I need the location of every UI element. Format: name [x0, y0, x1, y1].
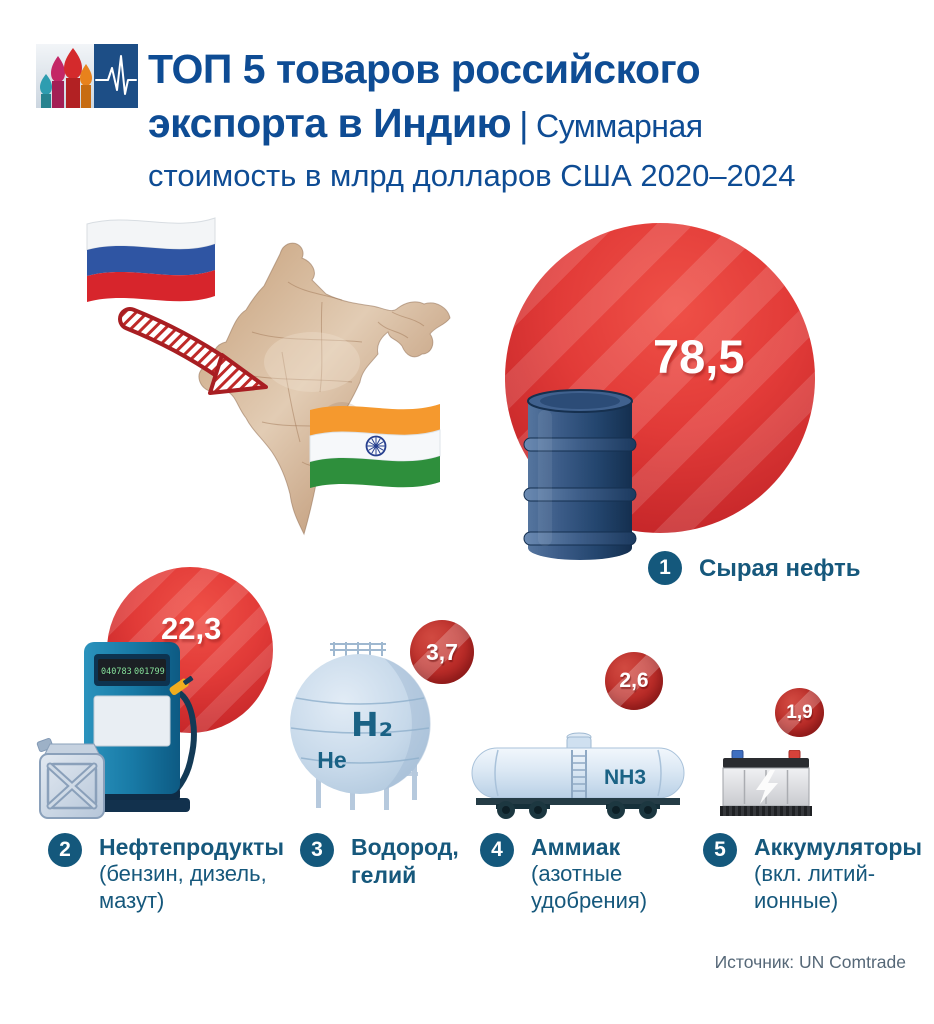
item-name-crude-oil: Сырая нефть — [699, 555, 861, 582]
india-flag-icon — [308, 398, 442, 498]
source-note: Источник: UN Comtrade — [714, 952, 906, 972]
fuel-pump-icon: 040783 001799 — [70, 640, 200, 817]
value-ammonia: 2,6 — [619, 669, 649, 692]
value-hydrogen: 3,7 — [426, 638, 458, 665]
item-label-crude-oil: 1 Сырая нефть — [648, 551, 861, 585]
rank-badge-3: 3 — [300, 833, 334, 867]
page-title-line1: ТОП 5 товаров российского — [148, 46, 701, 92]
russia-flag-icon — [85, 216, 217, 308]
page-subtitle-part2: стоимость в млрд долларов США 2020–2024 — [148, 158, 796, 193]
item-name-hydrogen-2: гелий — [351, 862, 417, 889]
battery-icon — [720, 749, 812, 818]
rank-badge-2: 2 — [48, 833, 82, 867]
item-sub-petroleum-2: мазут) — [99, 887, 165, 913]
value-badge-batteries: 1,9 — [775, 688, 824, 737]
item-name-batteries: Аккумуляторы — [754, 834, 923, 860]
pump-nozzle-icon — [169, 675, 194, 696]
item-sub-petroleum-1: (бензин, дизель, — [99, 861, 267, 887]
page-title-line2-bold: экспорта в Индию — [148, 100, 512, 146]
export-arrow-icon — [118, 305, 276, 405]
item-label-hydrogen: 3 Водород, гелий — [300, 833, 500, 889]
item-sub-batteries-2: ионные) — [754, 887, 839, 913]
item-sub-batteries-1: (вкл. литий- — [754, 861, 876, 887]
battery-terminal-positive — [788, 749, 801, 760]
jerrycan-icon — [36, 734, 108, 822]
item-sub-ammonia-2: удобрения) — [531, 887, 648, 913]
item-label-petroleum: 2 Нефтепродукты (бензин, дизель, мазут) — [48, 833, 288, 915]
oil-barrel-icon — [522, 386, 638, 568]
tanker-label-nh3: NH3 — [604, 766, 646, 789]
pulse-line-icon — [94, 44, 138, 108]
tanker-wheels-icon — [496, 801, 660, 819]
item-sub-ammonia-1: (азотные — [531, 861, 623, 887]
value-petroleum: 22,3 — [161, 611, 222, 646]
rank-badge-5: 5 — [703, 833, 737, 867]
sphere-label-he: He — [317, 747, 346, 773]
title-separator: | — [519, 104, 528, 145]
page-title-line2: экспорта в Индию | Суммарная — [148, 100, 703, 147]
page-subtitle-part1: Суммарная — [535, 108, 703, 144]
value-batteries: 1,9 — [786, 701, 813, 723]
gas-sphere-icon: H₂ He — [286, 636, 438, 814]
rank-badge-4: 4 — [480, 833, 514, 867]
item-label-ammonia: 4 Аммиак (азотные удобрения) — [480, 833, 670, 915]
value-circle-crude-oil: 78,5 — [505, 223, 815, 533]
rank-badge-1: 1 — [648, 551, 682, 585]
pump-display-left: 040783 — [101, 667, 132, 677]
lightning-bolt-icon — [756, 770, 778, 804]
value-badge-hydrogen: 3,7 — [410, 620, 474, 684]
value-crude-oil: 78,5 — [653, 330, 745, 383]
tanker-ladder-icon — [571, 750, 587, 798]
ashoka-chakra-icon — [365, 435, 387, 457]
sphere-label-h2: H₂ — [351, 705, 393, 744]
cathedral-domes-icon — [36, 44, 94, 108]
brand-logo — [36, 44, 138, 108]
rail-tanker-icon: NH3 — [470, 724, 686, 820]
battery-terminal-negative — [731, 749, 744, 760]
item-name-ammonia: Аммиак — [531, 834, 621, 860]
item-label-batteries: 5 Аккумуляторы (вкл. литий- ионные) — [703, 833, 922, 915]
value-badge-ammonia: 2,6 — [605, 652, 663, 710]
pump-display-right: 001799 — [134, 667, 165, 677]
item-name-hydrogen-1: Водород, — [351, 834, 459, 860]
item-name-petroleum: Нефтепродукты — [99, 834, 285, 860]
